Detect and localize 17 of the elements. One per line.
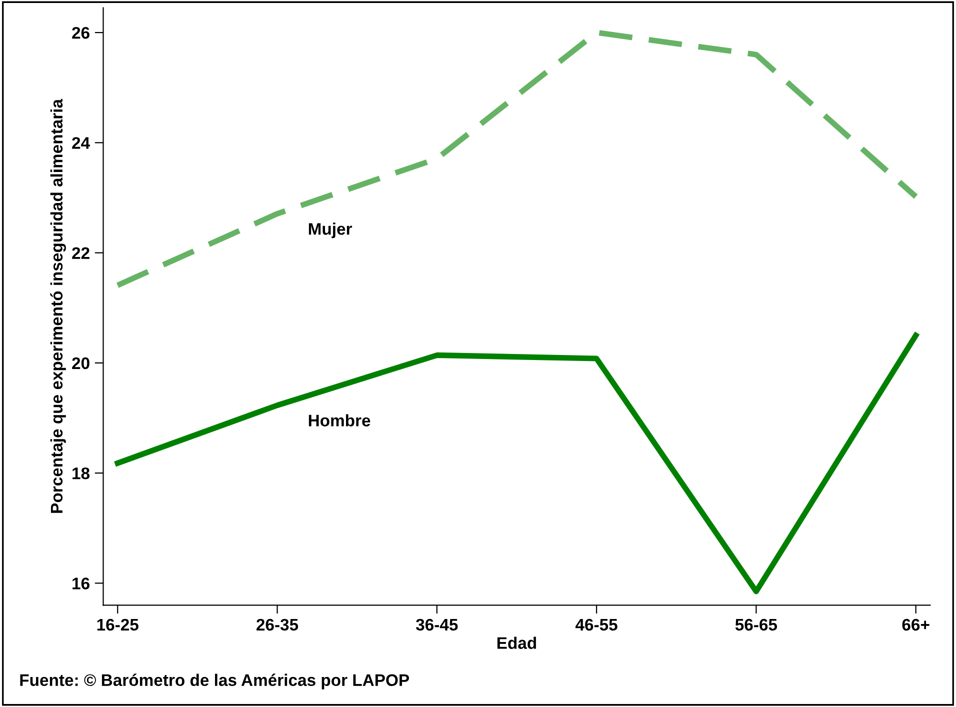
y-tick-label: 20 [72, 357, 90, 370]
x-tick-label: 66+ [902, 618, 930, 631]
y-tick-label: 24 [72, 137, 90, 149]
x-tick-label: 16-25 [97, 618, 138, 631]
x-tick-label: 46-55 [575, 618, 618, 631]
y-tick-label: 26 [72, 26, 90, 39]
x-tick-label: 36-45 [416, 618, 458, 631]
y-tick-label: 16 [72, 578, 90, 590]
x-tick-label: 56-65 [735, 618, 778, 631]
x-tick-label: 26-35 [256, 618, 298, 631]
y-tick-label: 22 [72, 247, 90, 259]
source-note: Fuente: © Barómetro de las Américas por LAPOP [20, 674, 410, 690]
y-tick-label: 18 [72, 467, 90, 480]
series-label: Hombre [308, 414, 370, 426]
y-axis-title: Porcentaje que experimentó inseguridad alimentaria [50, 98, 66, 513]
x-axis-title: Edad [497, 636, 536, 649]
series-label: Mujer [308, 222, 352, 238]
